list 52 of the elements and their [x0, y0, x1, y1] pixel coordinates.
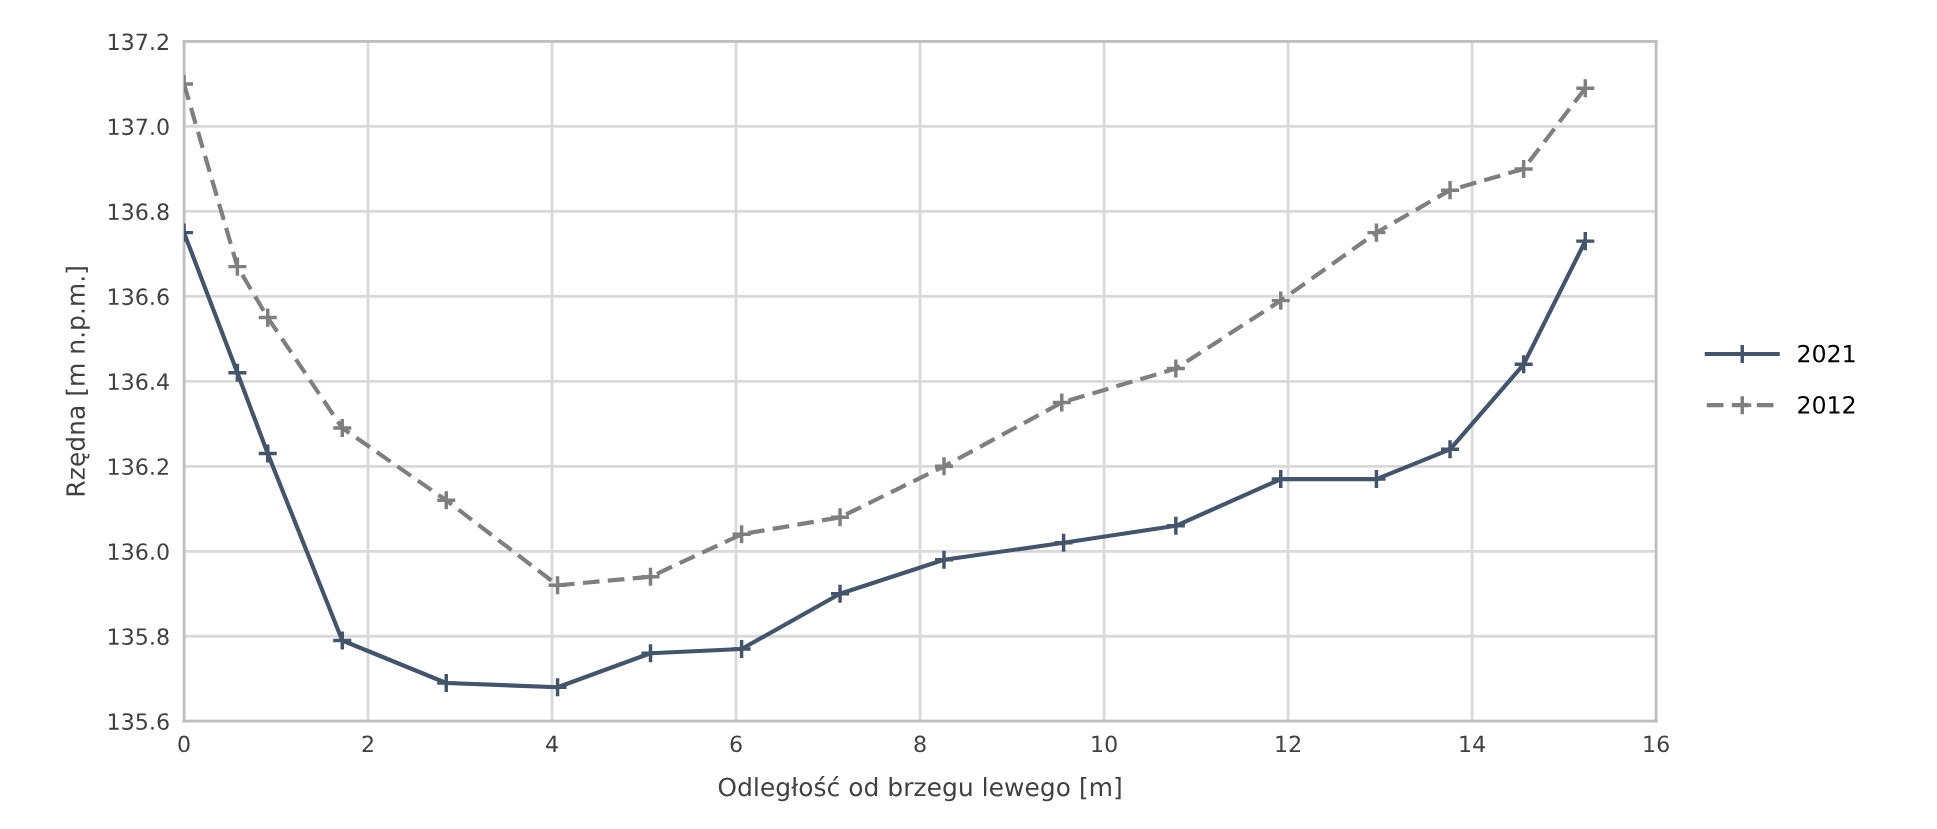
point	[730, 638, 753, 660]
y-tick-label: 135.6	[108, 713, 169, 730]
point	[1052, 532, 1075, 554]
legend-label: 2021	[1798, 344, 1855, 363]
point	[331, 417, 354, 439]
x-tick-label: 6	[730, 735, 742, 753]
legend-label: 2012	[1798, 395, 1855, 414]
point	[829, 583, 851, 605]
point	[435, 489, 457, 512]
point	[226, 255, 249, 278]
y-tick-label: 136.2	[108, 458, 168, 476]
y-tick-label: 136.6	[108, 288, 169, 306]
y-tick-label: 137.2	[108, 33, 168, 51]
point	[1574, 77, 1597, 99]
point	[1512, 158, 1535, 180]
point	[1051, 391, 1073, 414]
y-tick-label: 137.0	[108, 118, 169, 136]
x-tick-label: 2	[362, 735, 373, 752]
point	[1165, 357, 1187, 380]
point	[933, 549, 955, 571]
x-axis-title: Odległość od brzegu lewego [m]	[718, 776, 1121, 802]
x-tick-label: 10	[1092, 735, 1117, 753]
point	[639, 642, 662, 665]
y-axis-title: Rzędna [m n.p.m.]	[65, 267, 90, 496]
x-tick-label: 0	[178, 735, 190, 753]
point	[639, 566, 662, 588]
x-tick-label: 8	[914, 735, 926, 753]
x-tick-label: 14	[1460, 735, 1486, 752]
point	[1439, 438, 1461, 461]
point	[435, 672, 457, 694]
point	[730, 523, 753, 546]
point	[1574, 230, 1597, 252]
point	[1269, 289, 1292, 312]
x-tick-label: 4	[546, 735, 558, 752]
y-tick-label: 135.8	[108, 628, 169, 646]
y-tick-label: 136.4	[108, 373, 169, 391]
point	[226, 362, 249, 384]
point	[829, 506, 851, 529]
point	[1365, 221, 1388, 244]
point	[256, 306, 279, 329]
point	[546, 574, 569, 597]
x-tick-label: 12	[1276, 735, 1301, 752]
point	[256, 442, 279, 465]
point	[1439, 179, 1461, 201]
point	[1512, 353, 1535, 376]
point	[1165, 515, 1187, 537]
point	[546, 676, 569, 699]
y-tick-label: 136.8	[108, 203, 169, 221]
point	[933, 455, 955, 478]
y-tick-label: 136.0	[108, 543, 169, 561]
x-tick-label: 16	[1644, 735, 1669, 753]
point	[331, 629, 354, 652]
